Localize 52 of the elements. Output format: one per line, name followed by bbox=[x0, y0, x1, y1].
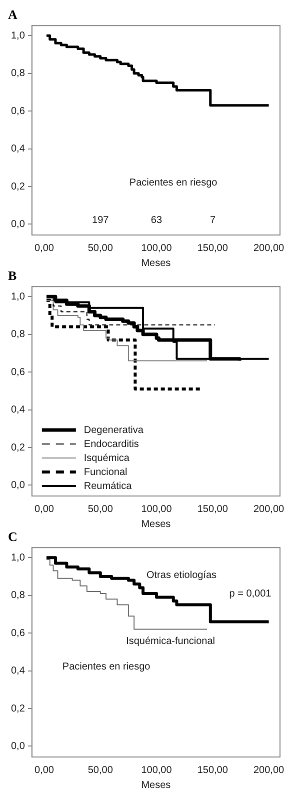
x-tick-label: 0,00 bbox=[34, 504, 54, 515]
y-tick-label: 0,6 bbox=[10, 628, 26, 639]
x-tick-label: 50,00 bbox=[88, 504, 114, 515]
x-tick-label: 150,00 bbox=[197, 504, 228, 515]
y-tick-label: 0,6 bbox=[10, 366, 26, 378]
x-tick-label: 150,00 bbox=[197, 764, 228, 776]
y-tick-label: 0,8 bbox=[10, 590, 26, 602]
x-tick-label: 0,00 bbox=[34, 242, 54, 254]
y-tick-label: 0,8 bbox=[10, 329, 26, 340]
annotation: p = 0,001 bbox=[229, 588, 272, 600]
legend-label: Endocarditis bbox=[84, 438, 139, 450]
x-tick-label: 150,00 bbox=[197, 242, 228, 254]
y-tick-label: 0,8 bbox=[10, 68, 26, 80]
y-tick-label: 0,2 bbox=[10, 442, 26, 454]
x-tick-label: 100,00 bbox=[141, 504, 172, 515]
series-label: Otras etiologías bbox=[146, 570, 217, 581]
x-tick-label: 200,00 bbox=[253, 242, 284, 254]
y-tick-label: 0,2 bbox=[10, 703, 26, 714]
y-tick-label: 0,4 bbox=[10, 144, 26, 155]
y-tick-label: 1,0 bbox=[10, 30, 26, 42]
chart-title: A bbox=[8, 7, 18, 22]
legend-label: Degenerativa bbox=[84, 424, 144, 436]
chart-title: B bbox=[8, 268, 17, 284]
y-tick-label: 1,0 bbox=[10, 552, 26, 564]
annotation: 63 bbox=[150, 215, 162, 226]
x-tick-label: 200,00 bbox=[253, 504, 284, 515]
y-tick-label: 0,0 bbox=[10, 740, 26, 752]
x-axis-title: Meses bbox=[141, 258, 171, 269]
legend-label: Isquémica bbox=[84, 452, 130, 464]
series-label: Isquémica-funcional bbox=[126, 636, 216, 648]
x-axis-title: Meses bbox=[141, 518, 171, 530]
annotation: Pacientes en riesgo bbox=[62, 662, 151, 673]
annotation: Pacientes en riesgo bbox=[129, 177, 218, 188]
x-tick-label: 50,00 bbox=[88, 242, 114, 254]
y-tick-label: 0,2 bbox=[10, 181, 26, 192]
x-tick-label: 100,00 bbox=[141, 764, 172, 776]
y-tick-label: 0,4 bbox=[10, 404, 26, 416]
x-tick-label: 100,00 bbox=[141, 242, 172, 254]
x-tick-label: 200,00 bbox=[253, 764, 284, 776]
y-tick-label: 0,0 bbox=[10, 218, 26, 230]
y-tick-label: 0,6 bbox=[10, 106, 26, 117]
legend-label: Funcional bbox=[84, 466, 128, 478]
x-tick-label: 0,00 bbox=[34, 764, 54, 776]
annotation: 7 bbox=[210, 215, 216, 226]
x-tick-label: 50,00 bbox=[88, 764, 114, 776]
legend-label: Reumática bbox=[84, 480, 132, 492]
y-tick-label: 0,0 bbox=[10, 480, 26, 491]
y-tick-label: 0,4 bbox=[10, 666, 26, 677]
chart-title: C bbox=[8, 529, 18, 544]
y-tick-label: 1,0 bbox=[10, 291, 26, 302]
annotation: 197 bbox=[92, 215, 110, 226]
x-axis-title: Meses bbox=[141, 780, 171, 791]
